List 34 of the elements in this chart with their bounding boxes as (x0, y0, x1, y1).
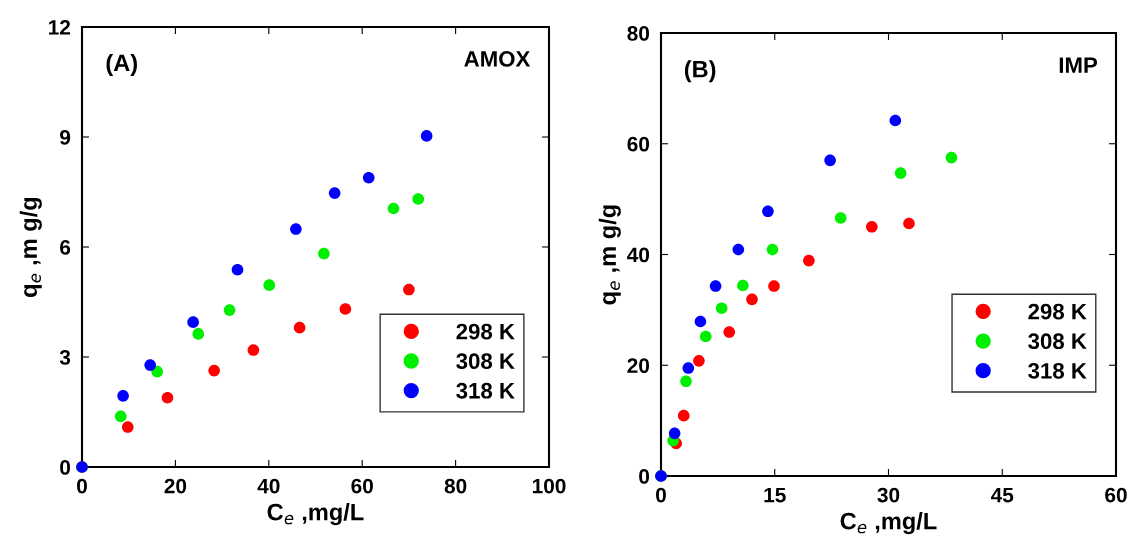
legend-label: 318 K (456, 382, 515, 399)
x-tick-label: 30 (877, 487, 900, 503)
x-tick-label: 60 (1105, 487, 1127, 503)
legend-label: 298 K (1028, 303, 1087, 320)
legend-label: 298 K (456, 323, 515, 340)
legend-label: 308 K (456, 353, 515, 370)
y-tick-label: 0 (60, 460, 71, 475)
x-tick-label: 80 (444, 478, 467, 494)
y-axis-title: q$_{e}$ ,m g/g (598, 205, 621, 305)
y-axis-title: q$_{e}$ ,m g/g (19, 197, 42, 297)
y-tick-label: 80 (627, 26, 650, 41)
y-tick-label: 6 (60, 240, 71, 255)
y-tick-label: 12 (49, 20, 71, 35)
y-tick-label: 40 (627, 247, 650, 263)
legend-label: 318 K (1028, 362, 1087, 379)
x-tick-label: 0 (77, 478, 87, 494)
x-tick-label: 100 (532, 478, 566, 494)
x-tick-label: 60 (351, 478, 373, 494)
x-tick-label: 15 (764, 487, 786, 503)
annotation: IMP (1059, 57, 1098, 73)
x-axis-title: C$_{e}$ ,mg/L (267, 503, 364, 526)
x-axis-title: C$_{e}$ ,mg/L (840, 512, 937, 535)
x-tick-label: 45 (990, 487, 1014, 503)
x-tick-label: 20 (164, 478, 187, 494)
annotation: AMOX (464, 51, 531, 67)
y-tick-label: 60 (627, 136, 650, 152)
x-tick-label: 0 (656, 487, 666, 503)
y-tick-label: 20 (627, 358, 650, 373)
y-tick-label: 9 (60, 130, 71, 145)
x-tick-label: 40 (257, 478, 280, 494)
legend-label: 308 K (1028, 333, 1087, 350)
y-tick-label: 3 (59, 350, 71, 365)
annotation: (A) (106, 53, 137, 76)
annotation: (B) (684, 60, 716, 83)
